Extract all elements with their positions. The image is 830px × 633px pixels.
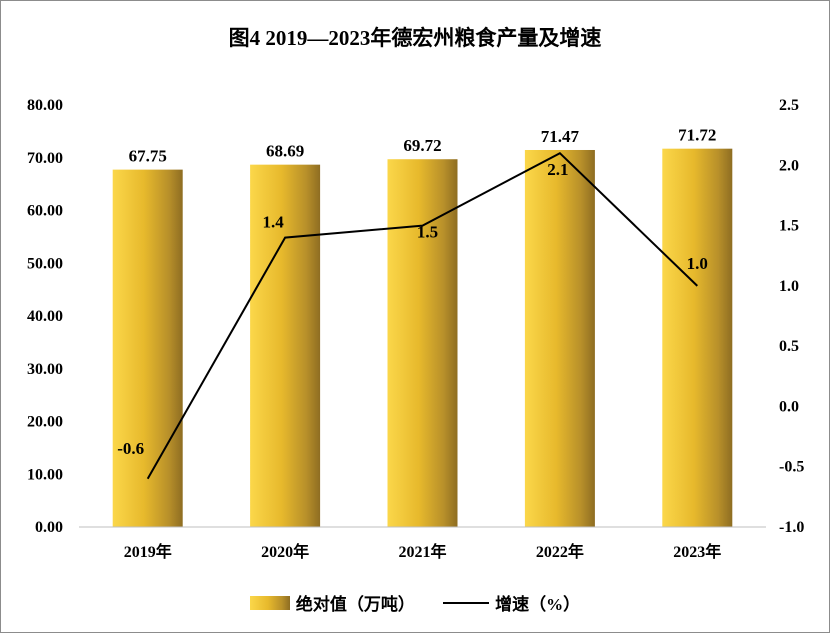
legend-item-bar: 绝对值（万吨） xyxy=(249,590,415,615)
legend-bar-swatch xyxy=(249,595,290,610)
y-right-tick-label: 0.5 xyxy=(779,338,799,355)
y-left-tick-label: 50.00 xyxy=(27,255,63,272)
bar-data-label: 67.75 xyxy=(129,147,167,166)
bar-0 xyxy=(112,169,183,527)
bar-data-label: 71.47 xyxy=(541,127,580,146)
bar-2 xyxy=(387,159,458,528)
y-left-tick-label: 70.00 xyxy=(27,150,63,167)
x-tick-label: 2022年 xyxy=(536,542,584,561)
x-tick-label: 2023年 xyxy=(673,542,721,561)
y-left-tick-label: 0.00 xyxy=(35,519,63,536)
legend-bar-label: 绝对值（万吨） xyxy=(295,595,415,614)
legend-line-label: 增速（%） xyxy=(495,595,581,614)
chart-title: 图4 2019—2023年德宏州粮食产量及增速 xyxy=(228,26,602,50)
x-tick-label: 2021年 xyxy=(398,542,446,561)
y-right-tick-label: 1.0 xyxy=(779,278,799,295)
legend-item-line: 增速（%） xyxy=(443,590,580,615)
growth-line xyxy=(146,151,698,480)
x-tick-label: 2020年 xyxy=(261,542,309,561)
y-left-tick-label: 30.00 xyxy=(27,361,63,378)
x-tick-label: 2019年 xyxy=(124,542,172,561)
y-left-tick-label: 40.00 xyxy=(27,308,63,325)
y-right-tick-label: 2.0 xyxy=(779,157,799,174)
line-data-label: 1.5 xyxy=(417,223,438,242)
y-right-tick-label: 1.5 xyxy=(779,218,799,235)
y-left-tick-label: 20.00 xyxy=(27,414,63,431)
bar-4 xyxy=(662,148,733,527)
bar-3 xyxy=(524,149,595,528)
y-left-tick-label: 60.00 xyxy=(27,203,63,220)
bar-data-label: 71.72 xyxy=(678,126,716,145)
y-left-tick-label: 10.00 xyxy=(27,466,63,483)
y-right-tick-label: -0.5 xyxy=(779,459,804,476)
bar-1 xyxy=(250,164,321,527)
legend-line-swatch xyxy=(443,601,490,604)
line-data-label: 2.1 xyxy=(547,160,568,179)
bar-data-label: 68.69 xyxy=(266,142,304,161)
legend: 绝对值（万吨） 增速（%） xyxy=(0,590,830,615)
bar-data-label: 69.72 xyxy=(403,136,441,155)
y-right-tick-label: 2.5 xyxy=(779,97,799,114)
y-left-tick-label: 80.00 xyxy=(27,97,63,114)
line-data-label: -0.6 xyxy=(117,439,144,458)
line-data-label: 1.4 xyxy=(262,213,284,232)
y-right-tick-label: -1.0 xyxy=(779,519,804,536)
y-right-tick-label: 0.0 xyxy=(779,398,799,415)
line-data-label: 1.0 xyxy=(687,254,708,273)
